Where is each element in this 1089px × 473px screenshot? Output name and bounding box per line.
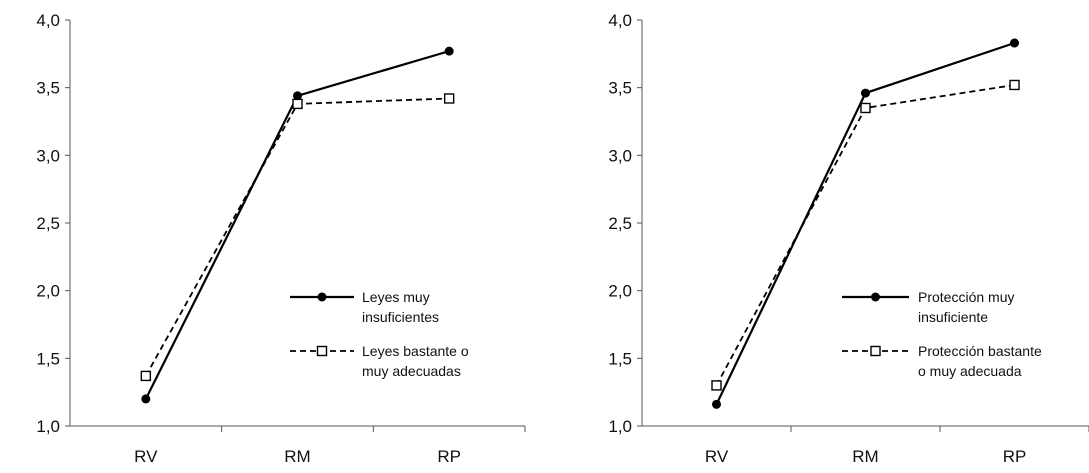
series-line-1: [715, 84, 1015, 386]
y-tick-label: 1,5: [608, 349, 632, 368]
x-tick-label: RV: [705, 447, 729, 466]
legend-label: Protección muy: [918, 289, 1014, 305]
legend-marker: [316, 345, 328, 357]
legend-label: Leyes muy: [362, 289, 430, 305]
data-point: [711, 380, 722, 391]
x-tick-label: RP: [437, 447, 461, 466]
legend-label: Leyes bastante o: [362, 343, 469, 359]
y-tick-label: 4,0: [36, 11, 60, 30]
y-tick-label: 1,0: [36, 417, 60, 436]
series-line-1: [145, 97, 450, 377]
data-point: [861, 88, 870, 98]
data-point: [443, 93, 455, 104]
y-tick-label: 3,5: [608, 79, 632, 98]
y-tick-label: 1,5: [36, 349, 60, 368]
data-point: [860, 102, 871, 114]
y-tick-label: 2,0: [36, 282, 60, 301]
y-tick-label: 3,5: [36, 79, 60, 98]
legend-label: Protección bastante: [918, 343, 1042, 359]
data-point: [444, 46, 454, 56]
data-point: [1009, 79, 1020, 91]
chart-proteccion: 1,0 1,5 2,0 2,5 3,0 3,5 4,0 RV RM RP Protección mu…: [608, 11, 1089, 466]
legend-marker: [871, 292, 880, 302]
data-point: [140, 370, 152, 382]
y-tick-label: 4,0: [608, 11, 632, 30]
x-tick-label: RP: [1003, 447, 1027, 466]
chart-leyes: 1,0 1,5 2,0 2,5 3,0 3,5 4,0 RV RM RP Leyes muy insu…: [36, 11, 526, 466]
legend-label: o muy adecuada: [918, 363, 1022, 379]
x-tick-label: RM: [284, 447, 310, 466]
x-tick-label: RM: [852, 447, 878, 466]
y-tick-label: 2,5: [608, 214, 632, 233]
data-point: [141, 394, 151, 404]
y-tick-label: 3,0: [36, 146, 60, 165]
y-tick-label: 1,0: [608, 417, 632, 436]
data-point: [293, 91, 302, 101]
legend-label: insuficientes: [362, 309, 439, 325]
data-point: [712, 399, 721, 409]
legend-label: insuficiente: [918, 309, 988, 325]
data-point: [292, 98, 303, 110]
x-tick-label: RV: [134, 447, 158, 466]
y-tick-label: 3,0: [608, 146, 632, 165]
data-point: [1010, 38, 1019, 48]
y-tick-label: 2,5: [36, 214, 60, 233]
y-tick-label: 2,0: [608, 282, 632, 301]
legend-marker: [317, 292, 327, 302]
legend-label: muy adecuadas: [362, 363, 461, 379]
legend-marker: [870, 345, 881, 357]
